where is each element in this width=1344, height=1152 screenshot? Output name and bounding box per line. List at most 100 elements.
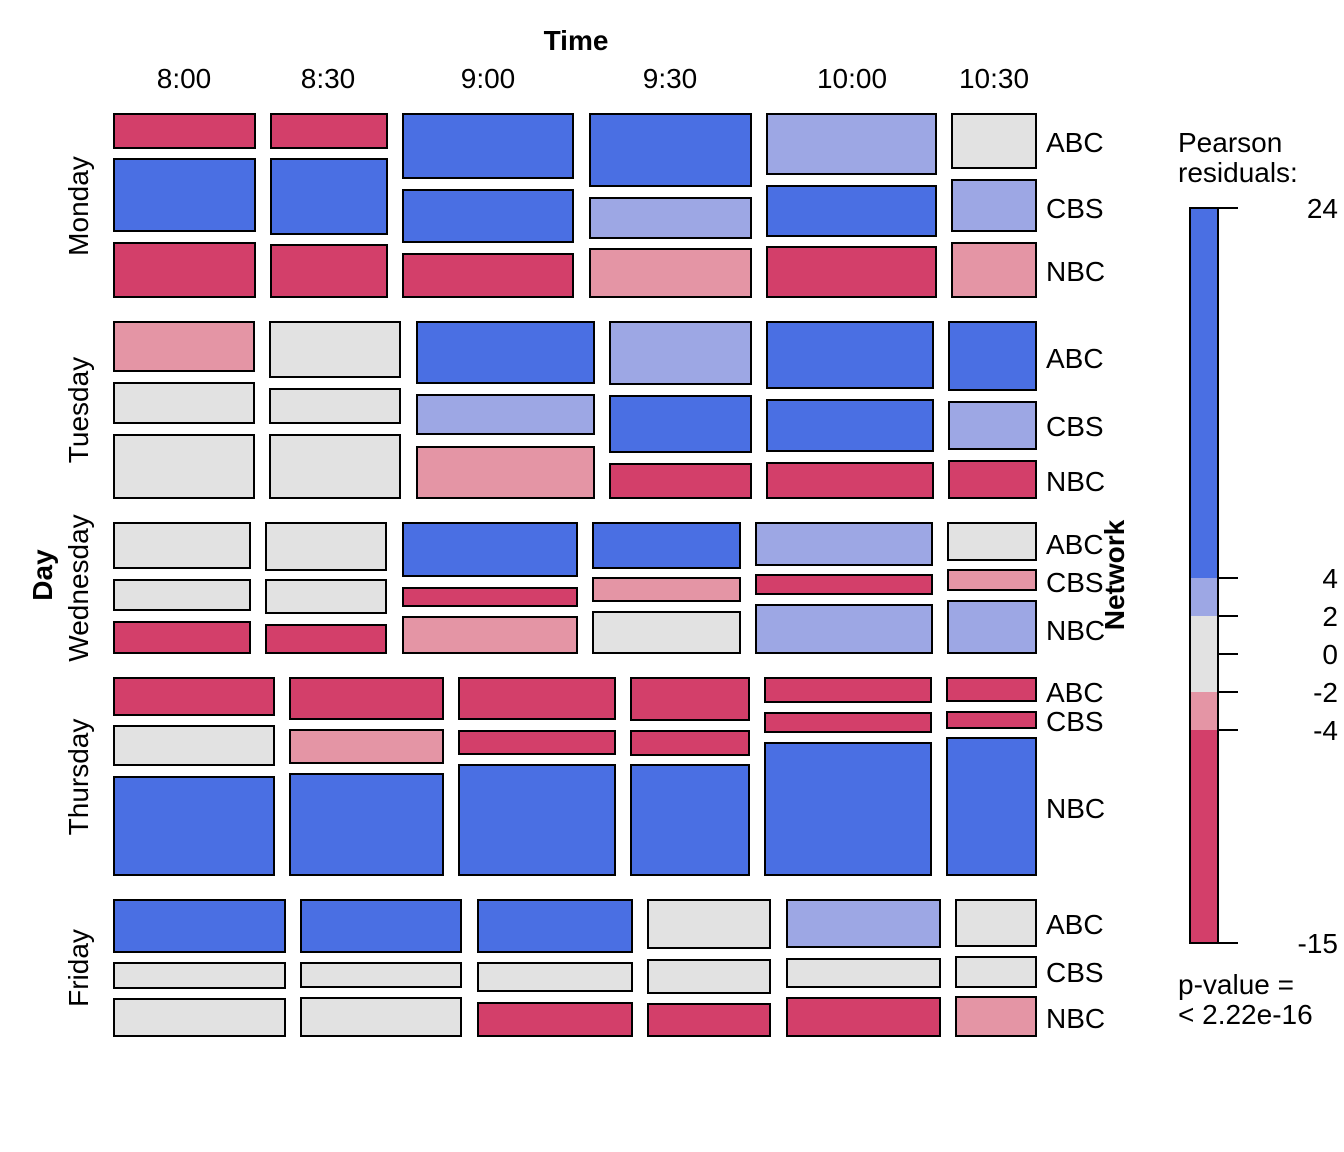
tile-tuesday-10-00-abc <box>766 321 934 389</box>
network-label-thursday-nbc: NBC <box>1046 793 1105 824</box>
network-axis-title: Network <box>1099 519 1130 630</box>
tile-thursday-10-30-nbc <box>946 737 1037 876</box>
tile-thursday-9-00-nbc <box>458 764 616 876</box>
tile-friday-8-00-cbs <box>113 962 286 989</box>
network-label-wednesday-nbc: NBC <box>1046 615 1105 646</box>
tile-tuesday-10-00-nbc <box>766 462 934 499</box>
tile-friday-8-30-cbs <box>300 962 462 988</box>
tile-wednesday-10-30-cbs <box>947 569 1037 591</box>
tile-wednesday-9-00-cbs <box>402 587 578 607</box>
tile-tuesday-8-00-abc <box>113 321 255 372</box>
day-label-wednesday: Wednesday <box>63 514 94 661</box>
tile-monday-10-30-cbs <box>951 179 1037 232</box>
tile-friday-10-00-abc <box>786 899 941 948</box>
tile-thursday-9-00-cbs <box>458 730 616 755</box>
legend-band-negative <box>1190 692 1218 730</box>
legend-band-strong-negative <box>1190 730 1218 943</box>
network-label-monday-abc: ABC <box>1046 127 1104 158</box>
network-label-monday-nbc: NBC <box>1046 256 1105 287</box>
tile-thursday-9-00-abc <box>458 677 616 720</box>
network-label-monday-cbs: CBS <box>1046 193 1104 224</box>
tile-tuesday-9-30-abc <box>609 321 752 385</box>
tile-thursday-8-00-cbs <box>113 725 275 766</box>
legend-tick-label: -4 <box>1313 715 1338 746</box>
tile-friday-8-00-nbc <box>113 998 286 1037</box>
tile-monday-8-00-cbs <box>113 158 256 232</box>
tile-thursday-8-00-abc <box>113 677 275 716</box>
tile-wednesday-10-00-cbs <box>755 574 933 595</box>
legend-title-line1: Pearson <box>1178 127 1282 158</box>
network-label-friday-cbs: CBS <box>1046 957 1104 988</box>
day-labels: Monday Tuesday Wednesday Thursday Friday <box>63 156 94 1007</box>
tile-wednesday-10-30-nbc <box>947 600 1037 654</box>
tile-wednesday-9-00-abc <box>402 522 578 577</box>
tile-friday-9-30-abc <box>647 899 771 949</box>
day-label-thursday: Thursday <box>63 719 94 836</box>
tile-wednesday-8-00-abc <box>113 522 251 569</box>
tile-thursday-8-30-cbs <box>289 729 444 764</box>
time-label-9-30: 9:30 <box>643 63 698 94</box>
legend-band-positive <box>1190 578 1218 616</box>
tile-tuesday-8-30-nbc <box>269 434 401 499</box>
tile-wednesday-10-00-abc <box>755 522 933 566</box>
time-label-10-30: 10:30 <box>959 63 1029 94</box>
tile-wednesday-8-30-cbs <box>265 579 387 614</box>
tile-tuesday-9-00-nbc <box>416 446 595 499</box>
tile-monday-8-30-cbs <box>270 158 388 235</box>
tile-thursday-8-30-nbc <box>289 773 444 876</box>
legend: Pearson residuals: 24 4 2 0 -2 -4 -15 p-value … <box>1178 127 1338 1030</box>
network-label-wednesday-cbs: CBS <box>1046 567 1104 598</box>
tile-thursday-8-30-abc <box>289 677 444 720</box>
tile-tuesday-8-00-cbs <box>113 382 255 424</box>
tile-wednesday-8-00-cbs <box>113 579 251 611</box>
tile-monday-9-30-cbs <box>589 197 752 239</box>
time-label-8-00: 8:00 <box>157 63 212 94</box>
tile-friday-10-00-cbs <box>786 958 941 988</box>
network-label-thursday-cbs: CBS <box>1046 706 1104 737</box>
tile-tuesday-8-30-cbs <box>269 388 401 424</box>
tile-monday-10-00-nbc <box>766 246 937 298</box>
tile-tuesday-8-00-nbc <box>113 434 255 499</box>
tile-monday-8-00-abc <box>113 113 256 149</box>
tile-thursday-10-30-abc <box>946 677 1037 702</box>
tile-friday-8-00-abc <box>113 899 286 953</box>
tile-thursday-10-00-abc <box>764 677 932 703</box>
legend-band-strong-positive <box>1190 208 1218 578</box>
legend-tick-label: -2 <box>1313 677 1338 708</box>
time-label-9-00: 9:00 <box>461 63 516 94</box>
tile-wednesday-8-30-abc <box>265 522 387 571</box>
network-label-tuesday-cbs: CBS <box>1046 411 1104 442</box>
pvalue-line2: < 2.22e-16 <box>1178 999 1313 1030</box>
tile-friday-10-30-cbs <box>955 956 1037 988</box>
tile-friday-10-00-nbc <box>786 997 941 1037</box>
network-label-tuesday-nbc: NBC <box>1046 466 1105 497</box>
tile-friday-9-00-nbc <box>477 1002 633 1037</box>
tile-thursday-10-30-cbs <box>946 711 1037 729</box>
tile-monday-10-00-cbs <box>766 185 937 237</box>
y-axis-title: Day <box>27 549 58 601</box>
tile-wednesday-9-30-nbc <box>592 611 741 654</box>
tile-tuesday-10-30-cbs <box>948 401 1037 450</box>
tile-wednesday-9-00-nbc <box>402 616 578 654</box>
network-labels: ABCCBSNBCABCCBSNBCABCCBSNBCABCCBSNBCABCC… <box>1046 127 1105 1034</box>
legend-title-line2: residuals: <box>1178 157 1298 188</box>
tile-tuesday-9-30-cbs <box>609 395 752 453</box>
day-label-tuesday: Tuesday <box>63 357 94 463</box>
tile-wednesday-8-30-nbc <box>265 624 387 654</box>
tile-monday-9-00-abc <box>402 113 574 179</box>
tile-wednesday-9-30-abc <box>592 522 741 569</box>
tile-monday-10-30-nbc <box>951 242 1037 298</box>
time-labels: 8:00 8:30 9:00 9:30 10:00 10:30 <box>157 63 1029 94</box>
legend-bands <box>1189 207 1219 944</box>
tile-thursday-9-30-abc <box>630 677 750 721</box>
network-label-tuesday-abc: ABC <box>1046 343 1104 374</box>
legend-tick-label: 24 <box>1307 193 1338 224</box>
tile-tuesday-9-30-nbc <box>609 463 752 499</box>
tile-monday-10-00-abc <box>766 113 937 175</box>
legend-tick-label: 2 <box>1322 601 1338 632</box>
network-label-friday-abc: ABC <box>1046 909 1104 940</box>
tile-tuesday-10-30-nbc <box>948 460 1037 499</box>
tile-friday-9-30-nbc <box>647 1003 771 1037</box>
legend-tick-label: 4 <box>1322 563 1338 594</box>
